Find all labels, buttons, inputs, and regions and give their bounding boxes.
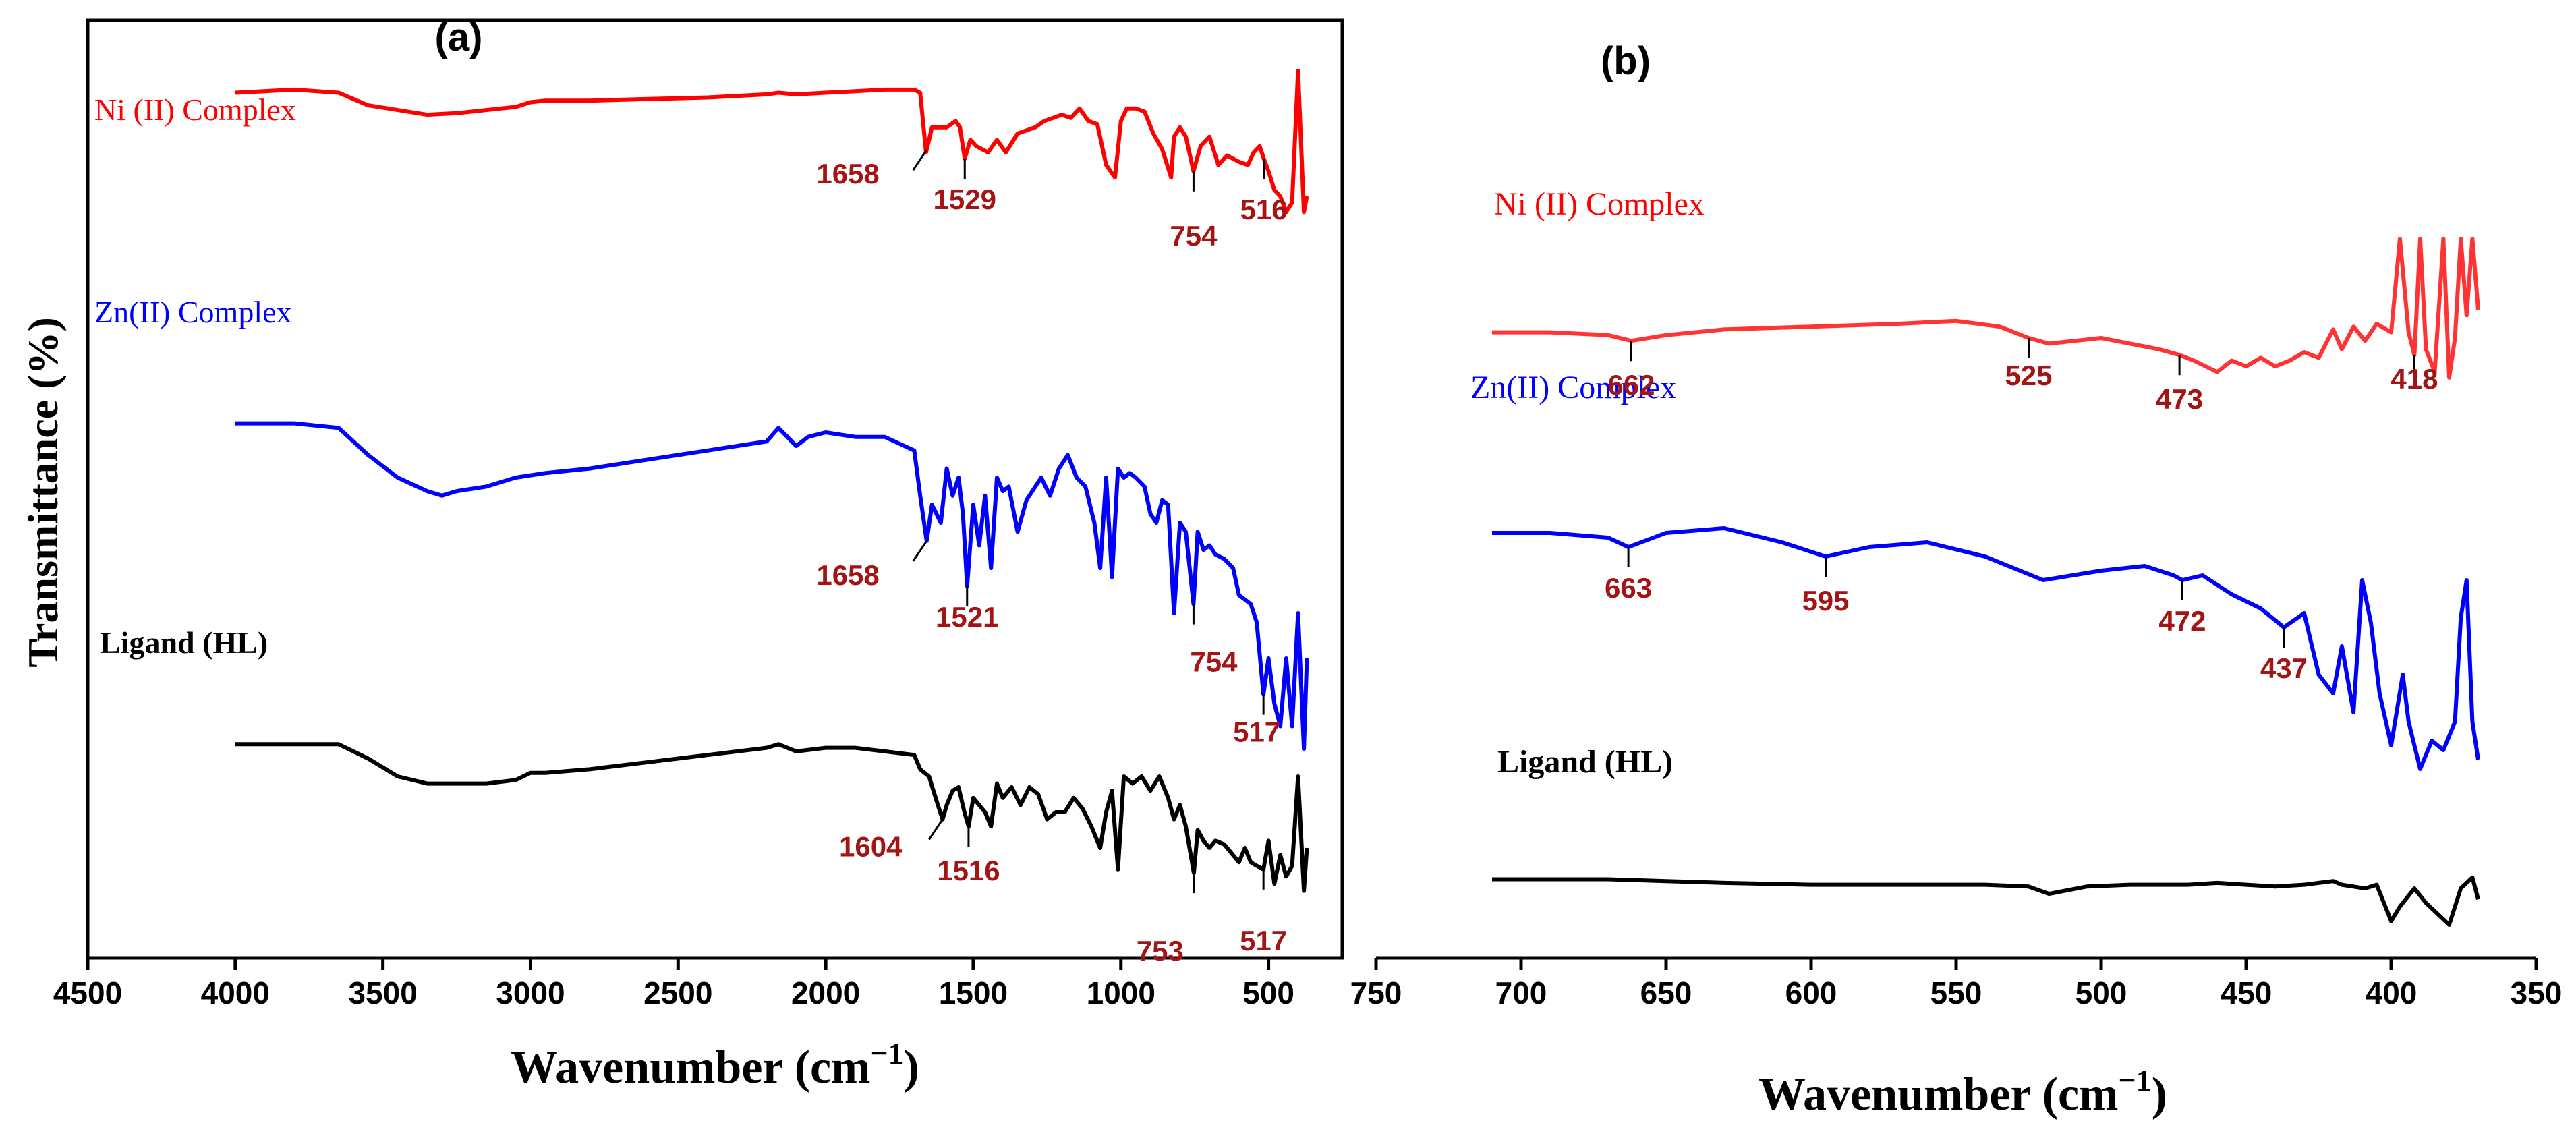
peak-label-zn-ii-complex-595: 595 — [1802, 585, 1849, 617]
series-labels-b: Ni (II) Complex Zn(II) Complex Ligand (HL) — [1470, 186, 1705, 780]
x-tick-label-1000: 1000 — [1087, 975, 1155, 1010]
peak-label-zn-ii-complex-1658: 1658 — [816, 559, 879, 591]
x-tick-label-750: 750 — [1350, 975, 1402, 1010]
x-tick-label-2000: 2000 — [791, 975, 860, 1010]
x-tick-label-600: 600 — [1785, 975, 1837, 1010]
x-tick-label-700: 700 — [1495, 975, 1547, 1010]
series-label-ligand-hl: Ligand (HL) — [1497, 744, 1673, 780]
x-tick-label-1500: 1500 — [939, 975, 1008, 1010]
peak-label-ligand-hl-753: 753 — [1137, 935, 1184, 967]
peak-tick-ligand-hl-1604 — [928, 818, 944, 840]
series-line-ligand-hl — [1492, 875, 2480, 927]
peak-tick-zn-ii-complex-1658 — [912, 540, 928, 562]
panel-label-a: (a) — [435, 16, 483, 59]
x-ticks-a: 4500 4000 3500 3000 2500 2000 1500 1000 500 — [53, 958, 1294, 1010]
panel-b: (b) Wavenumber (cm−1) 750 700 650 600 550 500… — [1350, 39, 2563, 1120]
panel-a: (a) Transmittance (%) Wavenumber (cm−1) … — [19, 16, 1344, 1093]
x-axis-label-a-text: Wavenumber (cm — [511, 1042, 870, 1093]
series-a — [235, 69, 1309, 893]
x-tick-label-500: 500 — [2076, 975, 2127, 1010]
peak-tick-ni-ii-complex-1658 — [912, 149, 928, 171]
x-tick-label-4500: 4500 — [53, 975, 122, 1010]
x-tick-label-650: 650 — [1640, 975, 1692, 1010]
peak-label-ni-ii-complex-473: 473 — [2156, 383, 2203, 415]
peak-label-ni-ii-complex-1529: 1529 — [934, 183, 996, 215]
x-axis-label-b-close: ) — [2152, 1068, 2167, 1120]
x-tick-label-550: 550 — [1930, 975, 1982, 1010]
x-tick-label-4000: 4000 — [201, 975, 270, 1010]
series-label-ligand-hl: Ligand (HL) — [100, 625, 268, 660]
x-tick-label-350: 350 — [2511, 975, 2563, 1010]
peak-label-zn-ii-complex-663: 663 — [1605, 572, 1652, 604]
peak-label-ligand-hl-1604: 1604 — [839, 831, 903, 863]
peak-label-zn-ii-complex-1521: 1521 — [936, 601, 998, 633]
x-ticks-b: 750 700 650 600 550 500 450 400 350 — [1350, 958, 2563, 1010]
peak-annotations-a: 1658 1529 754 516 1658 1521 754 517 1604 1516 753 5… — [816, 149, 1288, 967]
x-axis-label-a: Wavenumber (cm−1) — [511, 1036, 919, 1093]
y-axis-label: Transmittance (%) — [19, 317, 67, 668]
x-tick-label-3500: 3500 — [348, 975, 417, 1010]
peak-label-zn-ii-complex-754: 754 — [1190, 646, 1238, 678]
series-line-ligand-hl — [235, 742, 1309, 893]
x-axis-label-b-text: Wavenumber (cm — [1758, 1068, 2118, 1120]
series-label-zn-ii-complex: Zn(II) Complex — [94, 295, 292, 329]
x-tick-label-500: 500 — [1242, 975, 1294, 1010]
series-label-ni-ii-complex: Ni (II) Complex — [1494, 186, 1705, 222]
series-line-zn-ii-complex — [235, 421, 1309, 751]
peak-label-ligand-hl-517: 517 — [1240, 925, 1287, 957]
peak-label-zn-ii-complex-517: 517 — [1233, 716, 1280, 748]
x-tick-label-400: 400 — [2366, 975, 2417, 1010]
panel-label-b: (b) — [1601, 39, 1651, 83]
peak-label-ni-ii-complex-1658: 1658 — [816, 158, 879, 190]
x-axis-label-a-sup: −1 — [870, 1036, 903, 1071]
peak-label-ni-ii-complex-754: 754 — [1170, 220, 1218, 252]
series-labels-a: Ni (II) Complex Zn(II) Complex Ligand (HL) — [94, 92, 296, 660]
peak-label-ligand-hl-1516: 1516 — [937, 855, 1000, 886]
series-label-ni-ii-complex: Ni (II) Complex — [94, 92, 296, 127]
x-tick-label-3000: 3000 — [496, 975, 565, 1010]
x-tick-label-450: 450 — [2221, 975, 2272, 1010]
series-line-zn-ii-complex — [1492, 526, 2480, 771]
peak-label-ni-ii-complex-516: 516 — [1240, 194, 1288, 225]
x-axis-label-b-sup: −1 — [2118, 1063, 2151, 1098]
series-label-zn-ii-complex: Zn(II) Complex — [1470, 370, 1676, 405]
x-tick-label-2500: 2500 — [643, 975, 712, 1010]
x-axis-label-b: Wavenumber (cm−1) — [1758, 1063, 2167, 1120]
peak-annotations-b: 662 525 473 418 663 595 472 437 — [1605, 338, 2438, 684]
peak-label-ni-ii-complex-525: 525 — [2005, 360, 2052, 391]
plot-frame-a — [86, 18, 1344, 960]
series-line-ni-ii-complex — [1492, 237, 2480, 380]
series-line-ni-ii-complex — [235, 69, 1309, 215]
peak-label-zn-ii-complex-437: 437 — [2260, 652, 2308, 684]
peak-label-zn-ii-complex-472: 472 — [2158, 605, 2206, 637]
peak-label-ni-ii-complex-662: 662 — [1607, 369, 1655, 401]
x-axis-label-a-close: ) — [904, 1042, 919, 1093]
peak-label-ni-ii-complex-418: 418 — [2391, 363, 2438, 395]
